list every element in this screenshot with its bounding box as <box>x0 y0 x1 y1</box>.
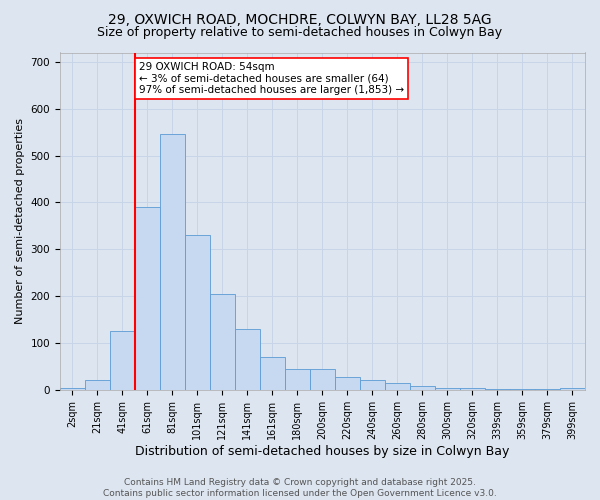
Text: Contains HM Land Registry data © Crown copyright and database right 2025.
Contai: Contains HM Land Registry data © Crown c… <box>103 478 497 498</box>
Text: Size of property relative to semi-detached houses in Colwyn Bay: Size of property relative to semi-detach… <box>97 26 503 39</box>
Bar <box>85 380 110 390</box>
Bar <box>185 235 210 390</box>
Bar <box>235 329 260 390</box>
Bar <box>110 332 135 390</box>
Bar <box>285 369 310 390</box>
Bar <box>360 380 385 390</box>
Bar <box>410 386 435 390</box>
Bar <box>485 389 510 390</box>
Text: 29, OXWICH ROAD, MOCHDRE, COLWYN BAY, LL28 5AG: 29, OXWICH ROAD, MOCHDRE, COLWYN BAY, LL… <box>108 12 492 26</box>
Bar <box>160 134 185 390</box>
Bar <box>435 388 460 390</box>
Bar <box>460 388 485 390</box>
Bar <box>210 294 235 390</box>
X-axis label: Distribution of semi-detached houses by size in Colwyn Bay: Distribution of semi-detached houses by … <box>135 444 509 458</box>
Bar <box>385 384 410 390</box>
Bar <box>260 357 285 390</box>
Bar <box>60 388 85 390</box>
Text: 29 OXWICH ROAD: 54sqm
← 3% of semi-detached houses are smaller (64)
97% of semi-: 29 OXWICH ROAD: 54sqm ← 3% of semi-detac… <box>139 62 404 95</box>
Bar <box>135 207 160 390</box>
Bar <box>335 376 360 390</box>
Bar <box>560 388 585 390</box>
Y-axis label: Number of semi-detached properties: Number of semi-detached properties <box>15 118 25 324</box>
Bar <box>310 369 335 390</box>
